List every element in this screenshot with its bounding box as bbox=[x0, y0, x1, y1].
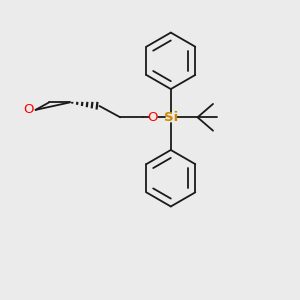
Text: O: O bbox=[148, 111, 158, 124]
Text: O: O bbox=[23, 103, 33, 116]
Text: Si: Si bbox=[164, 111, 178, 124]
